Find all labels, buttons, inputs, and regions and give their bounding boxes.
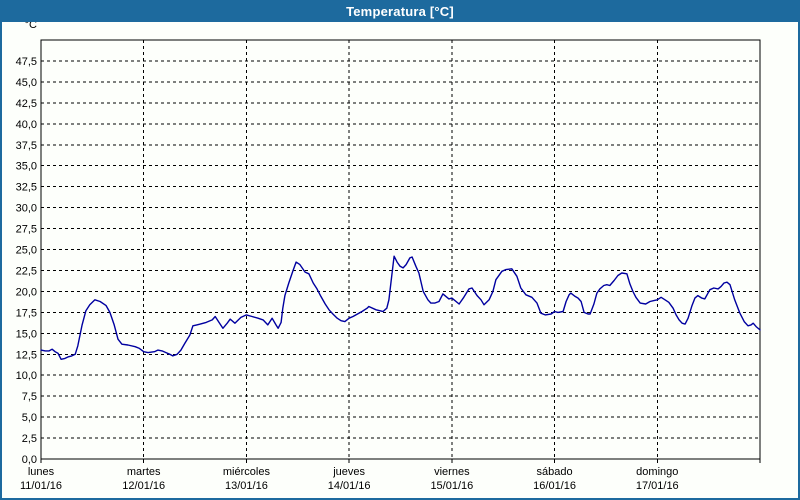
- x-date-label: 13/01/16: [225, 480, 268, 492]
- y-tick-label: 15,0: [16, 328, 37, 340]
- x-date-label: 11/01/16: [20, 480, 62, 492]
- x-date-label: 15/01/16: [430, 480, 473, 492]
- x-date-label: 17/01/16: [636, 480, 679, 492]
- y-tick-label: 32,5: [16, 182, 37, 194]
- chart-title: Temperatura [°C]: [346, 4, 454, 19]
- y-tick-label: 25,0: [16, 245, 37, 257]
- y-tick-label: 10,0: [16, 370, 37, 382]
- y-tick-label: 37,5: [16, 140, 37, 152]
- y-tick-label: 2,5: [22, 433, 37, 445]
- y-tick-label: 27,5: [16, 224, 37, 236]
- y-tick-label: 0,0: [22, 454, 37, 466]
- y-axis-unit: °C: [25, 22, 37, 31]
- x-date-label: 16/01/16: [533, 480, 576, 492]
- x-day-label: lunes: [28, 466, 55, 478]
- y-tick-label: 12,5: [16, 349, 37, 361]
- x-day-label: martes: [127, 466, 161, 478]
- y-tick-label: 45,0: [16, 77, 37, 89]
- chart-svg: °C 0,0 2,5 5,0 7,5 10,0 12,5 15,0 17,5 20,0 22,5 25…: [16, 22, 761, 492]
- x-date-label: 12/01/16: [122, 480, 165, 492]
- y-tick-label: 17,5: [16, 307, 37, 319]
- y-tick-label: 42,5: [16, 98, 37, 110]
- y-tick-label: 20,0: [16, 286, 37, 298]
- temperature-line: [40, 255, 761, 360]
- y-tick-label: 47,5: [16, 56, 37, 68]
- y-tick-label: 40,0: [16, 119, 37, 131]
- y-tick-label: 30,0: [16, 203, 37, 215]
- chart-title-bar: Temperatura [°C]: [2, 2, 798, 22]
- x-date-label: 14/01/16: [328, 480, 371, 492]
- y-tick-label: 7,5: [22, 391, 37, 403]
- plot-border: [40, 39, 761, 460]
- y-tick-label: 22,5: [16, 265, 37, 277]
- x-day-label: viernes: [434, 466, 470, 478]
- x-day-label: sábado: [537, 466, 573, 478]
- x-day-label: miércoles: [223, 466, 271, 478]
- y-tick-label: 35,0: [16, 161, 37, 173]
- x-day-label: jueves: [332, 466, 365, 478]
- y-tick-label: 5,0: [22, 412, 37, 424]
- x-day-label: domingo: [636, 466, 678, 478]
